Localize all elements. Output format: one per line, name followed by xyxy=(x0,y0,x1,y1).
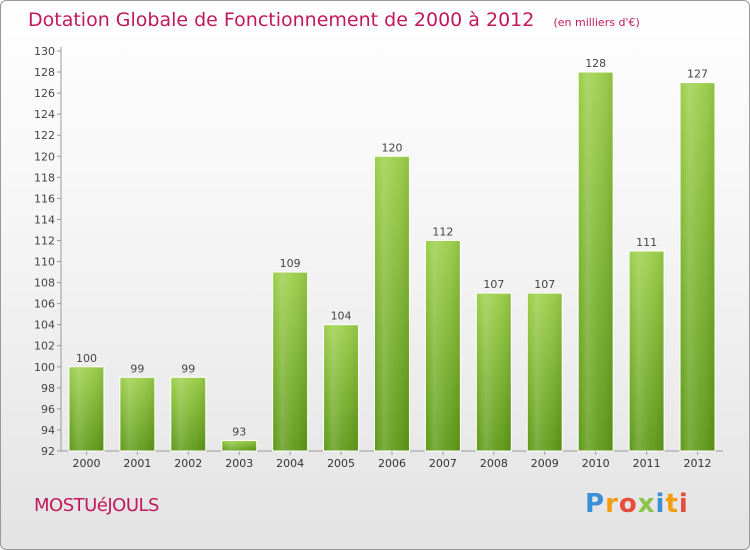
data-label: 107 xyxy=(534,278,555,291)
chart-title: Dotation Globale de Fonctionnement de 20… xyxy=(28,9,535,31)
title-block: Dotation Globale de Fonctionnement de 20… xyxy=(28,9,640,31)
data-label: 111 xyxy=(636,236,657,249)
data-label: 127 xyxy=(687,68,708,81)
x-tick-label: 2002 xyxy=(174,457,202,470)
data-label: 112 xyxy=(432,225,453,238)
data-label: 104 xyxy=(331,310,352,323)
x-tick-label: 2011 xyxy=(633,457,661,470)
x-tick-label: 2006 xyxy=(378,457,406,470)
logo-letter: o xyxy=(618,489,638,519)
proxiti-logo: Proxiti xyxy=(585,489,689,519)
y-tick-label: 124 xyxy=(34,108,55,121)
y-tick-label: 130 xyxy=(34,45,55,58)
bar-shine xyxy=(120,378,154,451)
y-tick-label: 100 xyxy=(34,361,55,374)
commune-name: MOSTUéJOULS xyxy=(34,495,159,516)
bar-shine xyxy=(69,367,103,451)
x-tick-label: 2001 xyxy=(123,457,151,470)
logo-letter: x xyxy=(637,489,656,519)
logo-letter: r xyxy=(605,489,619,519)
x-tick-label: 2012 xyxy=(684,457,712,470)
bar-shine xyxy=(324,325,358,451)
data-label: 128 xyxy=(585,57,606,70)
y-tick-label: 110 xyxy=(34,256,55,269)
data-label: 107 xyxy=(483,278,504,291)
bar-shine xyxy=(630,252,664,451)
y-tick-label: 104 xyxy=(34,319,55,332)
bar-shine xyxy=(273,273,307,451)
bar-shine xyxy=(222,441,256,451)
bar-shine xyxy=(681,83,715,451)
bar-shine xyxy=(171,378,205,451)
chart-subtitle: (en milliers d'€) xyxy=(553,16,640,29)
data-label: 120 xyxy=(382,141,403,154)
data-label: 100 xyxy=(76,352,97,365)
data-label: 93 xyxy=(232,425,246,438)
x-tick-label: 2009 xyxy=(531,457,559,470)
x-tick-label: 2000 xyxy=(72,457,100,470)
y-tick-label: 126 xyxy=(34,87,55,100)
y-tick-label: 108 xyxy=(34,277,55,290)
x-tick-label: 2003 xyxy=(225,457,253,470)
y-tick-label: 118 xyxy=(34,171,55,184)
logo-letter: i xyxy=(655,489,666,519)
bar-shine xyxy=(528,294,562,451)
logo-letter: t xyxy=(665,489,679,519)
data-label: 99 xyxy=(130,362,144,375)
x-tick-label: 2010 xyxy=(582,457,610,470)
y-tick-label: 120 xyxy=(34,150,55,163)
logo-letter: P xyxy=(585,489,606,519)
bar-shine xyxy=(426,241,460,451)
y-tick-label: 116 xyxy=(34,192,55,205)
x-tick-label: 2007 xyxy=(429,457,457,470)
y-tick-label: 92 xyxy=(41,445,55,458)
logo-letter: i xyxy=(678,489,689,519)
y-tick-label: 98 xyxy=(41,382,55,395)
bar-shine xyxy=(375,157,409,451)
y-tick-label: 128 xyxy=(34,66,55,79)
y-tick-label: 122 xyxy=(34,129,55,142)
bar-shine xyxy=(477,294,511,451)
bar-shine xyxy=(579,73,613,451)
x-tick-label: 2005 xyxy=(327,457,355,470)
y-tick-label: 114 xyxy=(34,213,55,226)
x-tick-label: 2008 xyxy=(480,457,508,470)
y-tick-label: 96 xyxy=(41,403,55,416)
x-tick-label: 2004 xyxy=(276,457,304,470)
data-label: 99 xyxy=(181,362,195,375)
y-tick-label: 102 xyxy=(34,340,55,353)
y-tick-label: 112 xyxy=(34,234,55,247)
y-tick-label: 106 xyxy=(34,298,55,311)
y-tick-label: 94 xyxy=(41,424,55,437)
data-label: 109 xyxy=(280,257,301,270)
